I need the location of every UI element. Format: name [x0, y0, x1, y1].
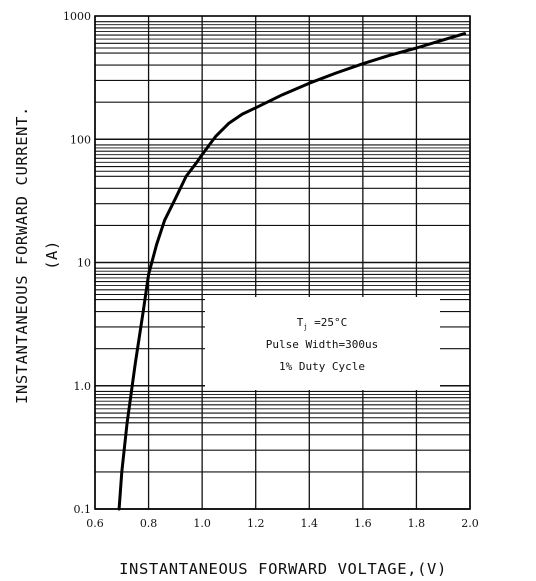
y-tick-label: 1.0 [74, 380, 92, 393]
x-axis-label: INSTANTANEOUS FORWARD VOLTAGE,(V) [119, 560, 447, 578]
x-tick-label: 1.8 [408, 517, 426, 530]
y-tick-label: 10 [77, 257, 91, 270]
x-tick-label: 0.6 [86, 517, 104, 530]
x-tick-label: 0.8 [140, 517, 158, 530]
annotation-line-3: 1% Duty Cycle [279, 360, 365, 373]
x-tick-label: 1.2 [247, 517, 265, 530]
annotation-line-2: Pulse Width=300us [266, 338, 379, 351]
x-tick-labels: 0.6 0.8 1.0 1.2 1.4 1.6 1.8 2.0 [86, 517, 479, 530]
y-axis-unit: (A) [43, 240, 61, 270]
forward-current-curve [117, 32, 467, 511]
x-tick-label: 1.0 [193, 517, 211, 530]
x-tick-label: 1.6 [354, 517, 372, 530]
y-tick-label: 1000 [63, 10, 91, 23]
y-axis-label: INSTANTANEOUS FORWARD CURRENT. [13, 106, 31, 404]
y-tick-label: 0.1 [74, 503, 92, 516]
y-tick-label: 100 [70, 133, 91, 146]
x-tick-label: 2.0 [461, 517, 479, 530]
x-tick-label: 1.4 [301, 517, 319, 530]
annotation-box [205, 297, 440, 390]
annotation-line-1: Tj =25°C [297, 316, 348, 331]
curve-layer [117, 32, 467, 511]
plot-frame [94, 15, 471, 510]
y-tick-labels: 0.1 1.0 10 100 1000 [63, 10, 91, 516]
